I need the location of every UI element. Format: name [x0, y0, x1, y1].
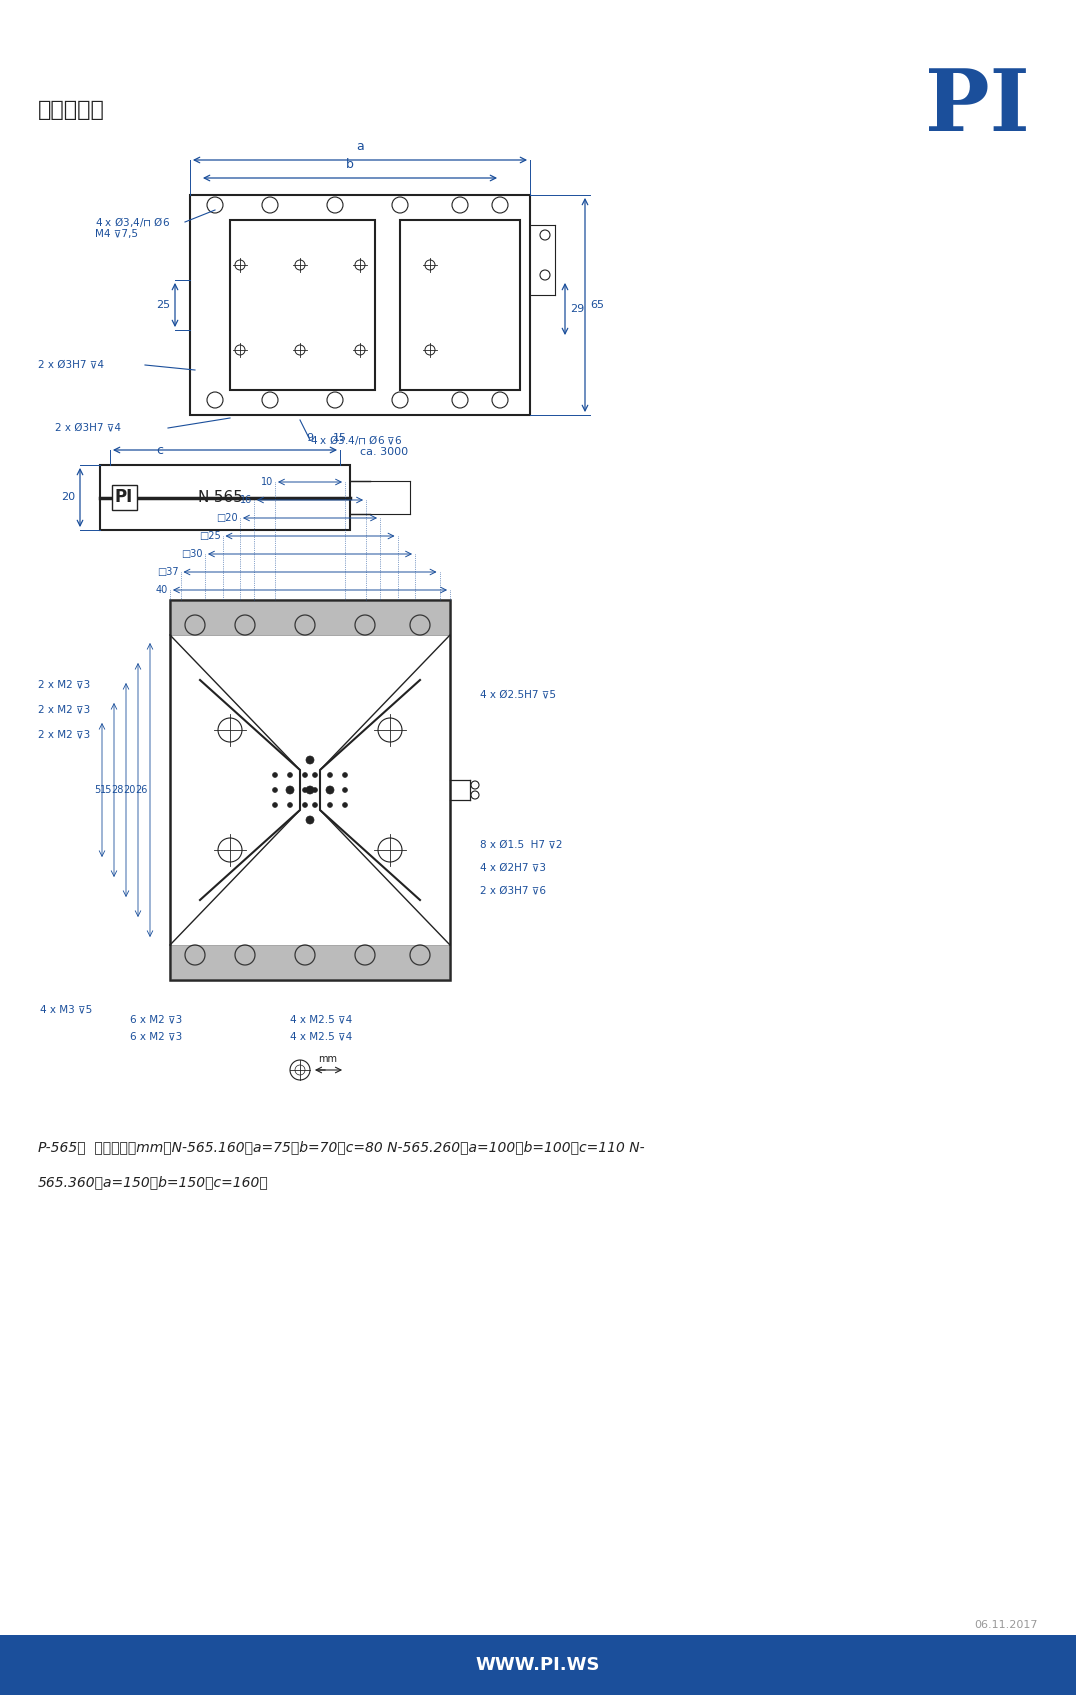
Circle shape [312, 802, 317, 807]
Text: 15: 15 [332, 432, 346, 442]
Circle shape [327, 788, 332, 793]
Text: 65: 65 [590, 300, 604, 310]
Text: M4 ⊽7,5: M4 ⊽7,5 [95, 229, 138, 239]
Circle shape [302, 788, 308, 793]
Circle shape [312, 788, 317, 793]
Text: 565.360：a=150；b=150；c=160。: 565.360：a=150；b=150；c=160。 [38, 1175, 269, 1188]
Bar [400, 220, 520, 390]
Circle shape [342, 773, 348, 778]
Text: 2 x M2 ⊽3: 2 x M2 ⊽3 [38, 705, 90, 715]
Circle shape [302, 773, 308, 778]
Text: PI: PI [115, 488, 133, 507]
Circle shape [287, 802, 293, 807]
Text: 29: 29 [570, 303, 584, 314]
Text: 4 x Ø2H7 ⊽3: 4 x Ø2H7 ⊽3 [480, 863, 546, 873]
Circle shape [287, 788, 293, 793]
Text: b: b [346, 158, 354, 171]
Text: □30: □30 [182, 549, 203, 559]
Bar [190, 195, 530, 415]
Text: 4 x Ø3,4/$\sqcap$ Ø6: 4 x Ø3,4/$\sqcap$ Ø6 [95, 215, 170, 229]
Text: 26: 26 [136, 785, 148, 795]
Circle shape [312, 773, 317, 778]
Text: 10: 10 [260, 476, 273, 486]
Text: 6 x M2 ⊽3: 6 x M2 ⊽3 [130, 1015, 182, 1025]
Text: ca. 3000: ca. 3000 [360, 447, 408, 458]
Text: 4 x M2.5 ⊽4: 4 x M2.5 ⊽4 [291, 1032, 352, 1042]
Text: 40: 40 [156, 585, 168, 595]
Text: 6 x M2 ⊽3: 6 x M2 ⊽3 [130, 1032, 182, 1042]
Text: □25: □25 [199, 531, 221, 541]
Text: 2 x Ø3H7 ⊽4: 2 x Ø3H7 ⊽4 [55, 424, 121, 432]
Text: 2 x Ø3H7 ⊽6: 2 x Ø3H7 ⊽6 [480, 886, 546, 897]
Text: 4 x Ø2.5H7 ⊽5: 4 x Ø2.5H7 ⊽5 [480, 690, 556, 700]
Text: 06.11.2017: 06.11.2017 [975, 1620, 1038, 1631]
Circle shape [272, 773, 278, 778]
Text: 20: 20 [124, 785, 136, 795]
Text: □20: □20 [216, 514, 238, 524]
Text: 4 x M3 ⊽5: 4 x M3 ⊽5 [40, 1005, 93, 1015]
Text: 28: 28 [112, 785, 124, 795]
Text: 5: 5 [94, 785, 100, 795]
Text: 4 x Ø3.4/$\sqcap$ Ø6 ⊽6: 4 x Ø3.4/$\sqcap$ Ø6 ⊽6 [310, 432, 402, 447]
Text: □37: □37 [157, 568, 179, 576]
Circle shape [287, 773, 293, 778]
Text: c: c [156, 444, 164, 458]
Text: WWW.PI.WS: WWW.PI.WS [476, 1656, 600, 1675]
Text: 图纸和图片: 图纸和图片 [38, 100, 104, 120]
Text: 15: 15 [100, 785, 112, 795]
Text: 9: 9 [307, 432, 313, 442]
Text: 4 x M2.5 ⊽4: 4 x M2.5 ⊽4 [291, 1015, 352, 1025]
Circle shape [327, 773, 332, 778]
Circle shape [272, 802, 278, 807]
Text: 20: 20 [61, 493, 75, 502]
Bar [170, 946, 450, 980]
Text: N-565: N-565 [197, 490, 243, 505]
Circle shape [306, 815, 314, 824]
Bar [0, 1636, 1076, 1695]
Circle shape [306, 756, 314, 764]
Circle shape [306, 786, 314, 793]
Circle shape [342, 788, 348, 793]
Text: 2 x Ø3H7 ⊽4: 2 x Ø3H7 ⊽4 [38, 359, 104, 370]
Circle shape [327, 802, 332, 807]
Bar [170, 600, 450, 980]
Circle shape [326, 786, 334, 793]
Bar [100, 464, 350, 531]
Text: a: a [356, 141, 364, 153]
Text: 8 x Ø1.5  H7 ⊽2: 8 x Ø1.5 H7 ⊽2 [480, 841, 563, 849]
Text: PI: PI [925, 64, 1030, 149]
Text: 25: 25 [156, 300, 170, 310]
Bar [230, 220, 376, 390]
Text: 2 x M2 ⊽3: 2 x M2 ⊽3 [38, 731, 90, 741]
Text: 16: 16 [240, 495, 252, 505]
Circle shape [342, 802, 348, 807]
Text: 2 x M2 ⊽3: 2 x M2 ⊽3 [38, 680, 90, 690]
Text: P-565，  尺寸单位是mm。N-565.160：a=75；b=70；c=80 N-565.260：a=100；b=100；c=110 N-: P-565， 尺寸单位是mm。N-565.160：a=75；b=70；c=80 … [38, 1141, 645, 1154]
Bar [170, 600, 450, 636]
Text: mm: mm [318, 1054, 338, 1064]
Circle shape [272, 788, 278, 793]
Circle shape [286, 786, 294, 793]
Circle shape [302, 802, 308, 807]
